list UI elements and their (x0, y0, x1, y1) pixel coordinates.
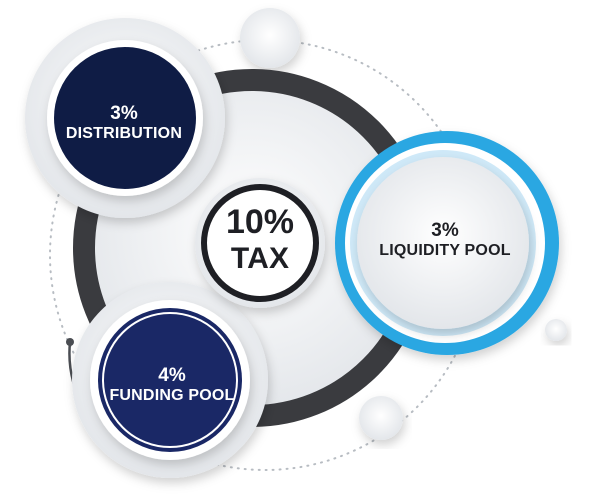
liquidity-name: LIQUIDITY POOL (379, 241, 511, 259)
distribution-label: 3% DISTRIBUTION (44, 78, 204, 168)
decor-bubble (545, 319, 567, 341)
tax-name: TAX (230, 242, 290, 276)
liquidity-circle (357, 157, 529, 329)
funding-label: 4% FUNDING POOL (92, 340, 252, 430)
distribution-circle (54, 47, 196, 189)
distribution-name: DISTRIBUTION (65, 124, 183, 142)
funding-circle (98, 308, 242, 452)
tax-label: 10% TAX (205, 190, 315, 290)
distribution-percent: 3% (110, 102, 138, 124)
liquidity-percent: 3% (431, 219, 459, 241)
funding-name: FUNDING POOL (109, 386, 235, 404)
tax-percent: 10% (225, 203, 295, 242)
funding-percent: 4% (158, 364, 186, 386)
decor-bubble (359, 396, 403, 440)
decor-bubble (240, 8, 300, 68)
tax-circle (201, 184, 319, 302)
liquidity-label: 3% LIQUIDITY POOL (355, 190, 535, 290)
